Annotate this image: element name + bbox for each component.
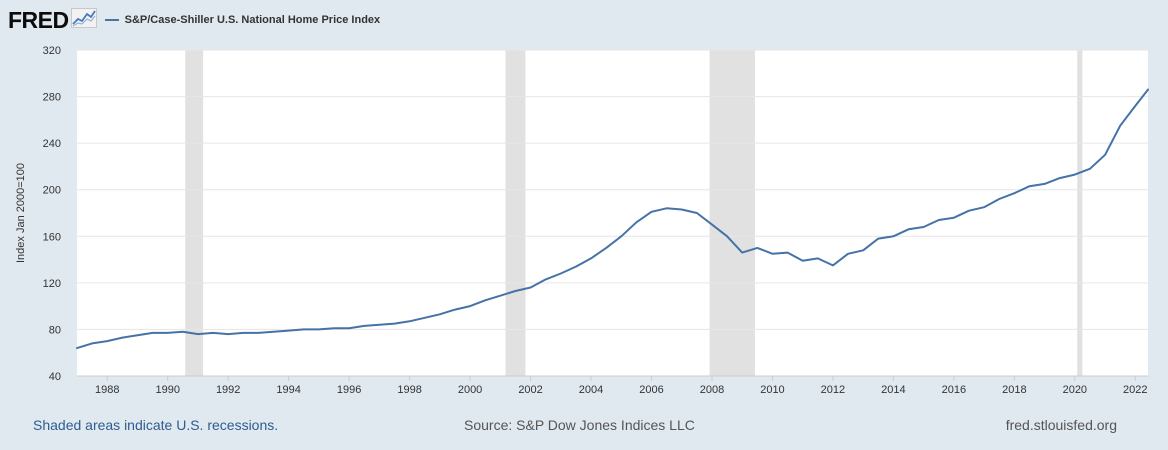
y-tick-label: 320 xyxy=(43,45,61,57)
source-note: Source: S&P Dow Jones Indices LLC xyxy=(464,417,695,433)
y-tick-label: 120 xyxy=(43,278,61,290)
x-tick-label: 2002 xyxy=(518,384,542,396)
plot-area xyxy=(77,50,1148,376)
x-tick-label: 1994 xyxy=(276,384,300,396)
fred-logo[interactable]: FRED xyxy=(8,6,69,33)
y-tick-label: 200 xyxy=(43,185,61,197)
legend-label[interactable]: S&P/Case-Shiller U.S. National Home Pric… xyxy=(124,14,381,26)
recession-band xyxy=(1077,50,1083,376)
y-tick-label: 280 xyxy=(43,92,61,104)
recession-band xyxy=(709,50,755,376)
series-layer xyxy=(76,88,1149,350)
recession-band xyxy=(505,50,526,376)
site-link[interactable]: fred.stlouisfed.org xyxy=(1005,417,1117,433)
x-tick-label: 2006 xyxy=(639,384,663,396)
x-tick-label: 2014 xyxy=(881,384,905,396)
y-tick-label: 240 xyxy=(43,138,61,150)
x-tick-label: 1992 xyxy=(216,384,240,396)
x-tick-label: 2022 xyxy=(1123,384,1147,396)
x-tick-label: 2004 xyxy=(579,384,603,396)
y-axis-label: Index Jan 2000=100 xyxy=(15,163,27,263)
gridlines xyxy=(77,49,1148,377)
x-tick-label: 2010 xyxy=(760,384,784,396)
x-tick-label: 2018 xyxy=(1002,384,1026,396)
y-tick-label: 40 xyxy=(49,371,61,383)
x-tick-label: 2012 xyxy=(821,384,845,396)
x-tick-label: 1990 xyxy=(155,384,179,396)
recession-note: Shaded areas indicate U.S. recessions. xyxy=(33,417,279,433)
legend-swatch xyxy=(104,19,119,21)
y-tick-label: 160 xyxy=(43,231,61,243)
x-tick-label: 2008 xyxy=(700,384,724,396)
line-chart-icon xyxy=(70,7,97,33)
recession-band xyxy=(185,50,204,376)
x-axis: 1988 1990 1992 1994 1996 1998 2000 2002 2004 2006… xyxy=(77,375,1148,396)
x-tick-label: 2020 xyxy=(1063,384,1087,396)
recession-bands xyxy=(185,50,1083,376)
x-tick-label: 1998 xyxy=(397,384,421,396)
x-tick-label: 1988 xyxy=(95,384,119,396)
x-tick-label: 2016 xyxy=(942,384,966,396)
chart-header: FRED S&P/Case-Shiller U.S. National Home… xyxy=(8,6,380,34)
series-line xyxy=(76,88,1149,350)
x-tick-label: 1996 xyxy=(337,384,361,396)
x-tick-label: 2000 xyxy=(458,384,482,396)
y-tick-label: 80 xyxy=(49,324,61,336)
y-axis: 40 80 120 160 200 240 280 320 xyxy=(43,45,61,383)
